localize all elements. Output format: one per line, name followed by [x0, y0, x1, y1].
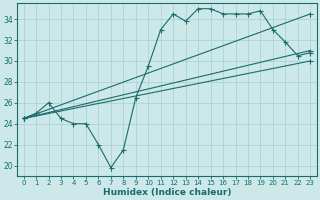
X-axis label: Humidex (Indice chaleur): Humidex (Indice chaleur): [103, 188, 231, 197]
